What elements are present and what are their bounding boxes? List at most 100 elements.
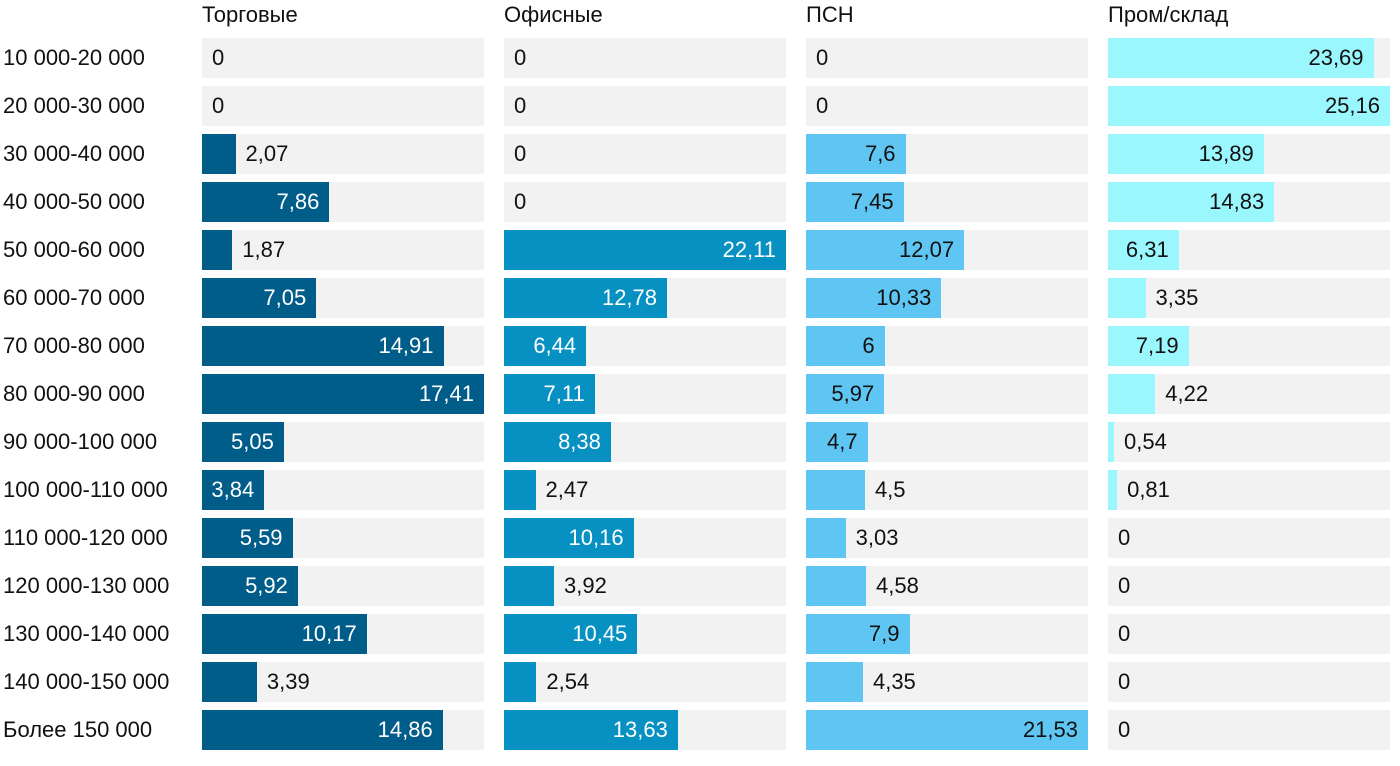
data-label: 21,53 [1022,717,1078,742]
bar [1108,374,1156,414]
data-label: 7,19 [1135,333,1179,358]
bar [202,614,367,654]
bar [1108,134,1264,174]
bar [202,182,330,222]
data-label: 10,17 [301,621,357,646]
bar [504,374,595,414]
data-label: 0 [1118,573,1131,598]
category-label: 90 000-100 000 [3,429,158,454]
data-label: 10,45 [572,621,628,646]
data-label: 0 [1118,621,1131,646]
data-label: 3,92 [563,573,607,598]
bar [202,662,257,702]
category-label: 100 000-110 000 [3,477,168,502]
data-label: 7,6 [864,141,896,166]
bar [1108,278,1146,318]
bar-track [1108,518,1390,558]
bar [1108,38,1374,78]
data-label: 0 [816,45,829,70]
data-label: 12,07 [899,237,955,262]
data-label: 3,84 [211,477,255,502]
bar-track [1108,614,1390,654]
panel-title-1: Торговые [202,2,298,27]
bar [806,470,865,510]
bar-track [504,38,786,78]
category-label: 60 000-70 000 [3,285,145,310]
category-label: 120 000-130 000 [3,573,170,598]
bar-track [1108,470,1390,510]
bar [202,518,293,558]
bar-track [1108,278,1390,318]
bar-track [1108,422,1390,462]
bar [806,374,885,414]
data-label: 0 [212,45,225,70]
bar-track [504,134,786,174]
data-label: 3,03 [855,525,899,550]
category-label: 140 000-150 000 [3,669,170,694]
bar [1108,470,1118,510]
data-label: 6,44 [533,333,577,358]
data-label: 0 [1118,717,1131,742]
bar [202,470,265,510]
data-label: 0 [514,141,527,166]
data-label: 4,58 [875,573,919,598]
bar [504,614,638,654]
data-label: 13,63 [612,717,668,742]
bar [806,662,863,702]
data-label: 3,39 [266,669,310,694]
bar-track [202,134,484,174]
data-label: 6,31 [1125,237,1169,262]
data-label: 7,45 [850,189,894,214]
bar [1108,86,1390,126]
bar [202,326,444,366]
data-label: 22,11 [722,237,776,262]
bar [806,566,866,606]
bar-track [202,38,484,78]
data-label: 1,87 [242,237,286,262]
data-label: 13,89 [1198,141,1254,166]
bar [504,566,554,606]
data-label: 25,16 [1324,93,1380,118]
category-label: 50 000-60 000 [3,237,145,262]
bar-track [504,86,786,126]
data-label: 7,9 [868,621,900,646]
bar [806,614,910,654]
data-label: 4,5 [874,477,906,502]
data-label: 17,41 [418,381,474,406]
data-label: 0 [514,45,527,70]
bar [504,422,611,462]
bar-track [1108,710,1390,750]
data-label: 0 [514,93,527,118]
data-label: 5,05 [230,429,274,454]
bar-track [202,86,484,126]
panel-title-4: Пром/склад [1108,2,1229,27]
bar-track [504,662,786,702]
bar [1108,326,1189,366]
data-label: 5,92 [245,573,288,598]
data-label: 4,22 [1165,381,1209,406]
bar [1108,182,1275,222]
bar [202,134,236,174]
bar [504,278,667,318]
category-label: Более 150 000 [3,717,153,742]
bar-track [202,230,484,270]
category-label: 80 000-90 000 [3,381,145,406]
bar [806,134,906,174]
bar [504,230,786,270]
bar [504,470,536,510]
category-label: 70 000-80 000 [3,333,145,358]
data-label: 2,54 [546,669,590,694]
bar-track [504,470,786,510]
data-label: 23,69 [1308,45,1364,70]
bar [806,326,885,366]
bar-track [806,38,1088,78]
bar [202,374,484,414]
bar-track [806,86,1088,126]
data-label: 0 [212,93,225,118]
bar [202,230,233,270]
data-label: 3,35 [1155,285,1199,310]
data-label: 14,83 [1209,189,1265,214]
data-label: 0 [514,189,527,214]
data-label: 2,07 [245,141,289,166]
bar [504,710,678,750]
